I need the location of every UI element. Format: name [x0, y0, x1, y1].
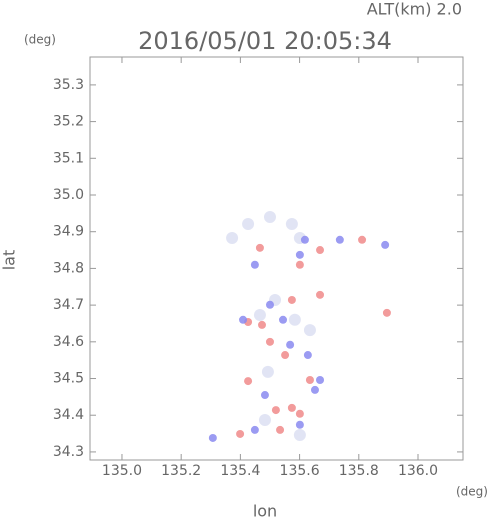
echo-point	[316, 375, 325, 384]
echo-point	[286, 340, 295, 349]
echo-point	[265, 300, 274, 309]
echo-point	[236, 429, 245, 438]
echo-point	[253, 309, 266, 322]
echo-point	[287, 295, 296, 304]
x-tick-label: 135.8	[339, 463, 379, 479]
x-unit: (deg)	[456, 485, 488, 499]
y-tick-label: 34.5	[53, 371, 84, 387]
echo-point	[316, 246, 325, 255]
echo-point	[295, 420, 304, 429]
echo-point	[305, 375, 314, 384]
echo-point	[310, 385, 319, 394]
echo-point	[281, 351, 290, 360]
echo-point	[358, 235, 367, 244]
y-tick-label: 34.3	[53, 444, 84, 460]
x-tick-label: 135.2	[161, 463, 201, 479]
x-tick-label: 135.0	[102, 463, 142, 479]
echo-point	[335, 235, 344, 244]
echo-point	[293, 429, 306, 442]
y-unit: (deg)	[24, 33, 56, 47]
echo-point	[300, 235, 309, 244]
echo-point	[261, 365, 274, 378]
x-tick-label: 136.0	[398, 463, 438, 479]
echo-point	[295, 250, 304, 259]
plot-frame	[89, 56, 464, 461]
echo-point	[303, 324, 316, 337]
y-tick-label: 34.7	[53, 297, 84, 313]
y-tick-label: 35.0	[53, 187, 84, 203]
echo-point	[244, 377, 253, 386]
echo-point	[255, 243, 264, 252]
echo-point	[288, 313, 301, 326]
y-tick-label: 34.8	[53, 260, 84, 276]
y-tick-label: 35.1	[53, 150, 84, 166]
echo-point	[208, 433, 217, 442]
echo-point	[316, 290, 325, 299]
y-tick-label: 34.9	[53, 224, 84, 240]
echo-point	[239, 315, 248, 324]
y-tick-label: 34.4	[53, 407, 84, 423]
echo-point	[287, 403, 296, 412]
echo-point	[250, 260, 259, 269]
y-axis-label: lat	[0, 250, 19, 271]
y-tick-label: 34.6	[53, 334, 84, 350]
echo-point	[295, 260, 304, 269]
echo-point	[257, 320, 266, 329]
x-axis-label: lon	[253, 502, 277, 521]
y-tick-label: 35.3	[53, 77, 84, 93]
y-tick-label: 35.2	[53, 114, 84, 130]
echo-point	[226, 231, 239, 244]
chart-title: 2016/05/01 20:05:34	[138, 27, 392, 55]
echo-point	[279, 315, 288, 324]
echo-point	[303, 351, 312, 360]
echo-point	[285, 217, 298, 230]
echo-point	[258, 413, 271, 426]
echo-point	[242, 217, 255, 230]
echo-point	[260, 391, 269, 400]
altitude-label: ALT(km) 2.0	[367, 0, 462, 19]
echo-point	[381, 240, 390, 249]
echo-point	[295, 409, 304, 418]
echo-point	[271, 406, 280, 415]
x-tick-label: 135.6	[280, 463, 320, 479]
echo-point	[265, 337, 274, 346]
x-tick-label: 135.4	[220, 463, 260, 479]
echo-point	[382, 308, 391, 317]
echo-point	[250, 425, 259, 434]
echo-point	[276, 425, 285, 434]
echo-point	[263, 211, 276, 224]
